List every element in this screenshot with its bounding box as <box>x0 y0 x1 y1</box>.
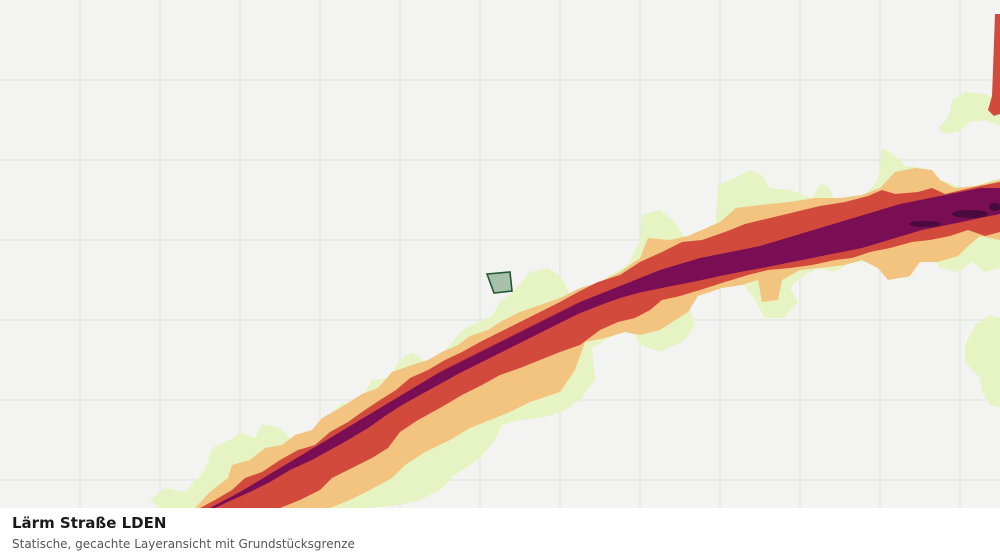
layer-title: Lärm Straße LDEN <box>12 514 167 532</box>
property-boundary-parcel[interactable] <box>485 271 513 294</box>
layer-caption: Lärm Straße LDEN Statische, gecachte Lay… <box>0 508 1000 560</box>
noise-band-highest <box>909 203 1000 227</box>
noise-band-mid <box>200 14 1000 508</box>
noise-band-high <box>210 188 1000 508</box>
layer-subtitle: Statische, gecachte Layeransicht mit Gru… <box>12 537 355 551</box>
